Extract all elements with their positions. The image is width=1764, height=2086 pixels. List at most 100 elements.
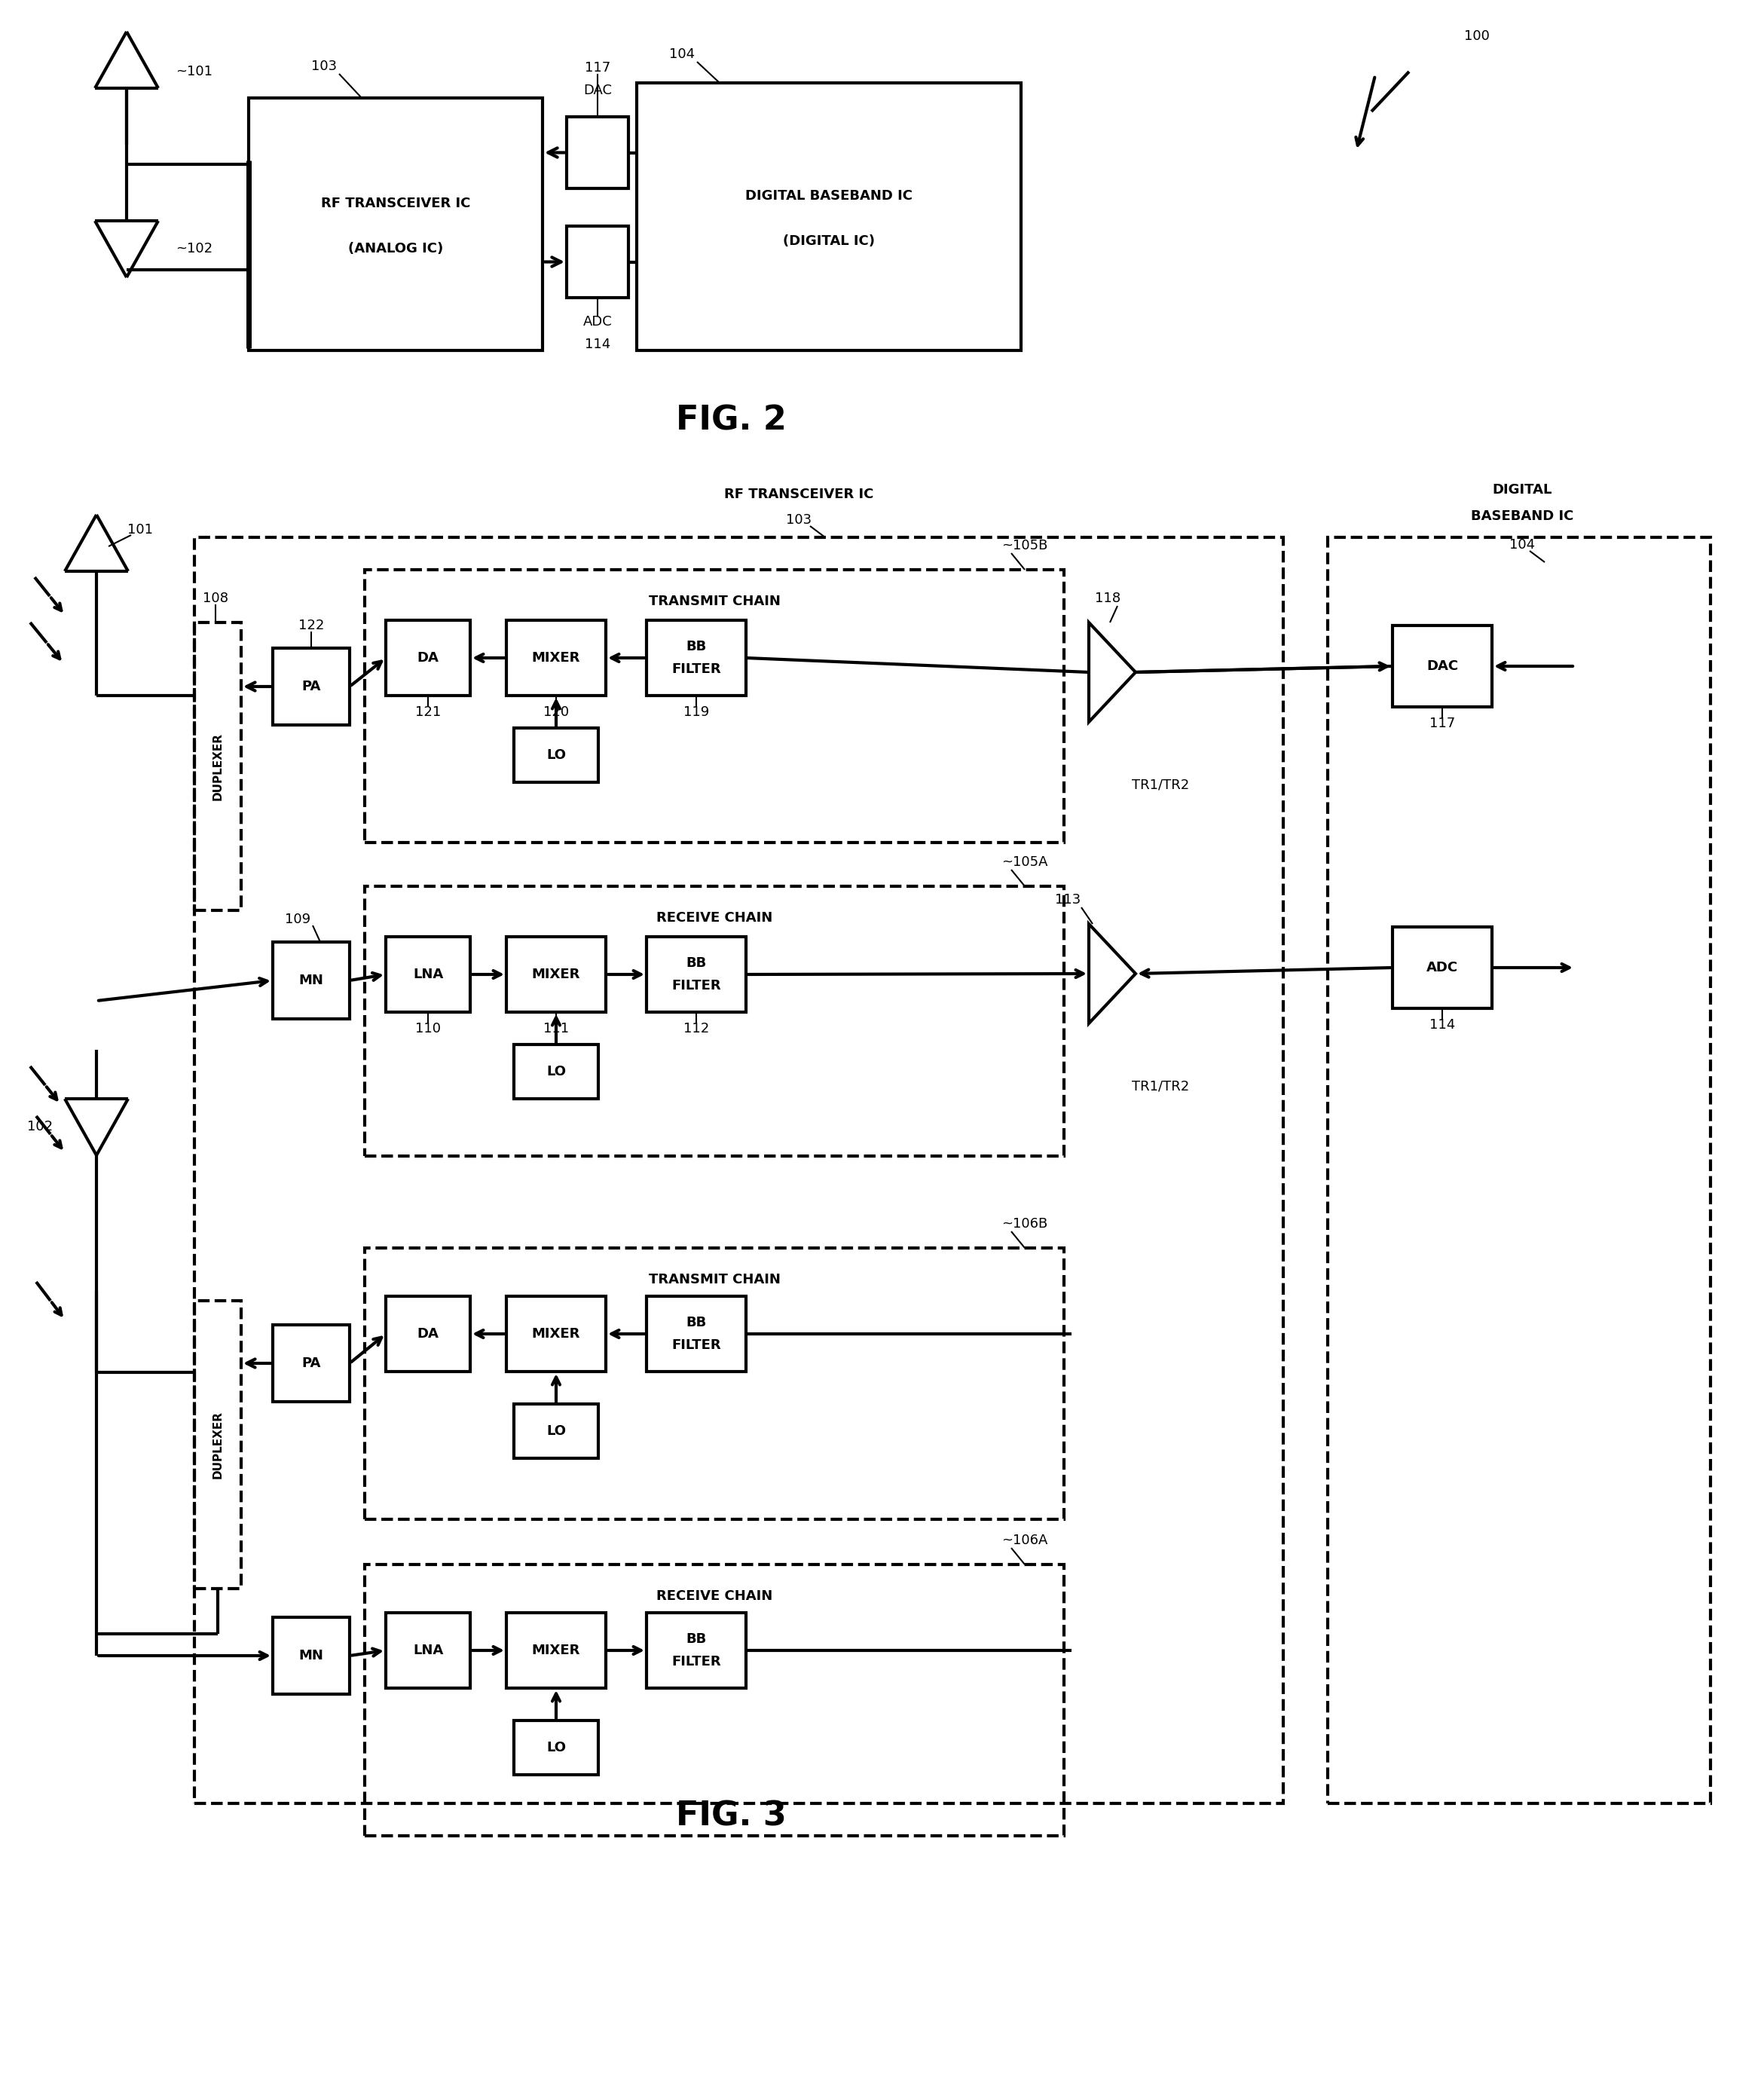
Text: 101: 101 — [127, 524, 153, 536]
Text: 111: 111 — [543, 1022, 570, 1035]
Text: FILTER: FILTER — [672, 663, 721, 676]
Bar — [506, 937, 605, 1012]
Text: ~101: ~101 — [176, 65, 212, 79]
Text: DIGITAL BASEBAND IC: DIGITAL BASEBAND IC — [744, 190, 912, 202]
Text: TRANSMIT CHAIN: TRANSMIT CHAIN — [649, 1272, 780, 1287]
Text: LO: LO — [547, 1425, 566, 1437]
Text: PA: PA — [302, 680, 321, 693]
Text: ADC: ADC — [582, 315, 612, 330]
Text: BB: BB — [686, 1633, 707, 1646]
Bar — [566, 117, 628, 188]
Bar — [365, 1247, 1064, 1519]
Text: 103: 103 — [310, 60, 337, 73]
Text: 122: 122 — [298, 620, 325, 632]
Text: PA: PA — [302, 1356, 321, 1371]
Bar — [1328, 538, 1711, 1804]
Text: 104: 104 — [1510, 538, 1535, 551]
Bar — [506, 1295, 605, 1373]
Bar — [506, 1612, 605, 1688]
Text: 119: 119 — [683, 705, 709, 720]
Bar — [647, 937, 746, 1012]
Bar — [1392, 626, 1492, 707]
Text: DA: DA — [416, 651, 439, 665]
Text: 113: 113 — [1055, 893, 1081, 907]
Bar — [647, 1612, 746, 1688]
Text: LO: LO — [547, 1742, 566, 1754]
Text: 100: 100 — [1464, 29, 1489, 44]
Text: 114: 114 — [1429, 1018, 1455, 1033]
Text: ~106B: ~106B — [1002, 1216, 1048, 1231]
Text: DA: DA — [416, 1327, 439, 1341]
Text: ADC: ADC — [1427, 962, 1459, 974]
Bar — [506, 620, 605, 695]
Bar — [647, 1295, 746, 1373]
Text: 118: 118 — [1095, 592, 1120, 605]
Text: BB: BB — [686, 640, 707, 653]
Text: RF TRANSCEIVER IC: RF TRANSCEIVER IC — [723, 488, 873, 501]
Bar — [386, 937, 471, 1012]
Text: ~105A: ~105A — [1002, 855, 1048, 870]
Bar — [273, 649, 349, 726]
Text: DAC: DAC — [584, 83, 612, 98]
Text: LNA: LNA — [413, 1644, 443, 1656]
Text: DUPLEXER: DUPLEXER — [212, 732, 224, 801]
Bar — [194, 622, 242, 909]
Bar — [273, 943, 349, 1018]
Text: 109: 109 — [284, 914, 310, 926]
Text: FIG. 3: FIG. 3 — [676, 1800, 787, 1832]
Text: TR1/TR2: TR1/TR2 — [1132, 778, 1189, 791]
Text: 108: 108 — [203, 592, 228, 605]
Bar — [386, 1295, 471, 1373]
Bar — [386, 620, 471, 695]
Bar — [365, 1564, 1064, 1836]
Text: RECEIVE CHAIN: RECEIVE CHAIN — [656, 912, 773, 924]
Text: FILTER: FILTER — [672, 978, 721, 993]
Text: MIXER: MIXER — [533, 1644, 580, 1656]
Text: FILTER: FILTER — [672, 1339, 721, 1352]
Text: 117: 117 — [584, 60, 610, 75]
Bar — [194, 538, 1282, 1804]
Text: MN: MN — [298, 1648, 323, 1663]
Text: FILTER: FILTER — [672, 1654, 721, 1669]
Text: 104: 104 — [669, 48, 695, 60]
Text: 117: 117 — [1429, 718, 1455, 730]
Bar — [194, 1302, 242, 1590]
Text: 112: 112 — [683, 1022, 709, 1035]
Bar — [386, 1612, 471, 1688]
Bar — [513, 1045, 598, 1099]
Text: LO: LO — [547, 749, 566, 761]
Bar — [365, 569, 1064, 843]
Bar — [273, 1325, 349, 1402]
Text: ~106A: ~106A — [1002, 1533, 1048, 1548]
Text: LNA: LNA — [413, 968, 443, 980]
Text: (ANALOG IC): (ANALOG IC) — [348, 242, 443, 254]
Text: TR1/TR2: TR1/TR2 — [1132, 1078, 1189, 1093]
Text: 121: 121 — [415, 705, 441, 720]
Text: FIG. 2: FIG. 2 — [676, 405, 787, 436]
Text: 114: 114 — [584, 338, 610, 350]
Text: 120: 120 — [543, 705, 570, 720]
Bar — [513, 1721, 598, 1775]
Text: LO: LO — [547, 1064, 566, 1078]
Text: MIXER: MIXER — [533, 1327, 580, 1341]
Text: ~105B: ~105B — [1002, 538, 1048, 553]
Bar — [566, 225, 628, 298]
Text: BB: BB — [686, 955, 707, 970]
Text: ~102: ~102 — [176, 242, 213, 254]
Bar — [513, 728, 598, 782]
Text: MN: MN — [298, 974, 323, 987]
Text: RF TRANSCEIVER IC: RF TRANSCEIVER IC — [321, 196, 471, 211]
Text: MIXER: MIXER — [533, 651, 580, 665]
Text: RECEIVE CHAIN: RECEIVE CHAIN — [656, 1590, 773, 1602]
Bar — [365, 887, 1064, 1156]
Text: 102: 102 — [26, 1120, 53, 1133]
Text: BASEBAND IC: BASEBAND IC — [1471, 509, 1573, 524]
Bar — [513, 1404, 598, 1458]
Bar — [637, 83, 1021, 350]
Text: MIXER: MIXER — [533, 968, 580, 980]
Bar — [273, 1617, 349, 1694]
Bar — [1392, 926, 1492, 1008]
Text: DAC: DAC — [1427, 659, 1459, 674]
Text: TRANSMIT CHAIN: TRANSMIT CHAIN — [649, 595, 780, 609]
Text: 103: 103 — [787, 513, 811, 528]
